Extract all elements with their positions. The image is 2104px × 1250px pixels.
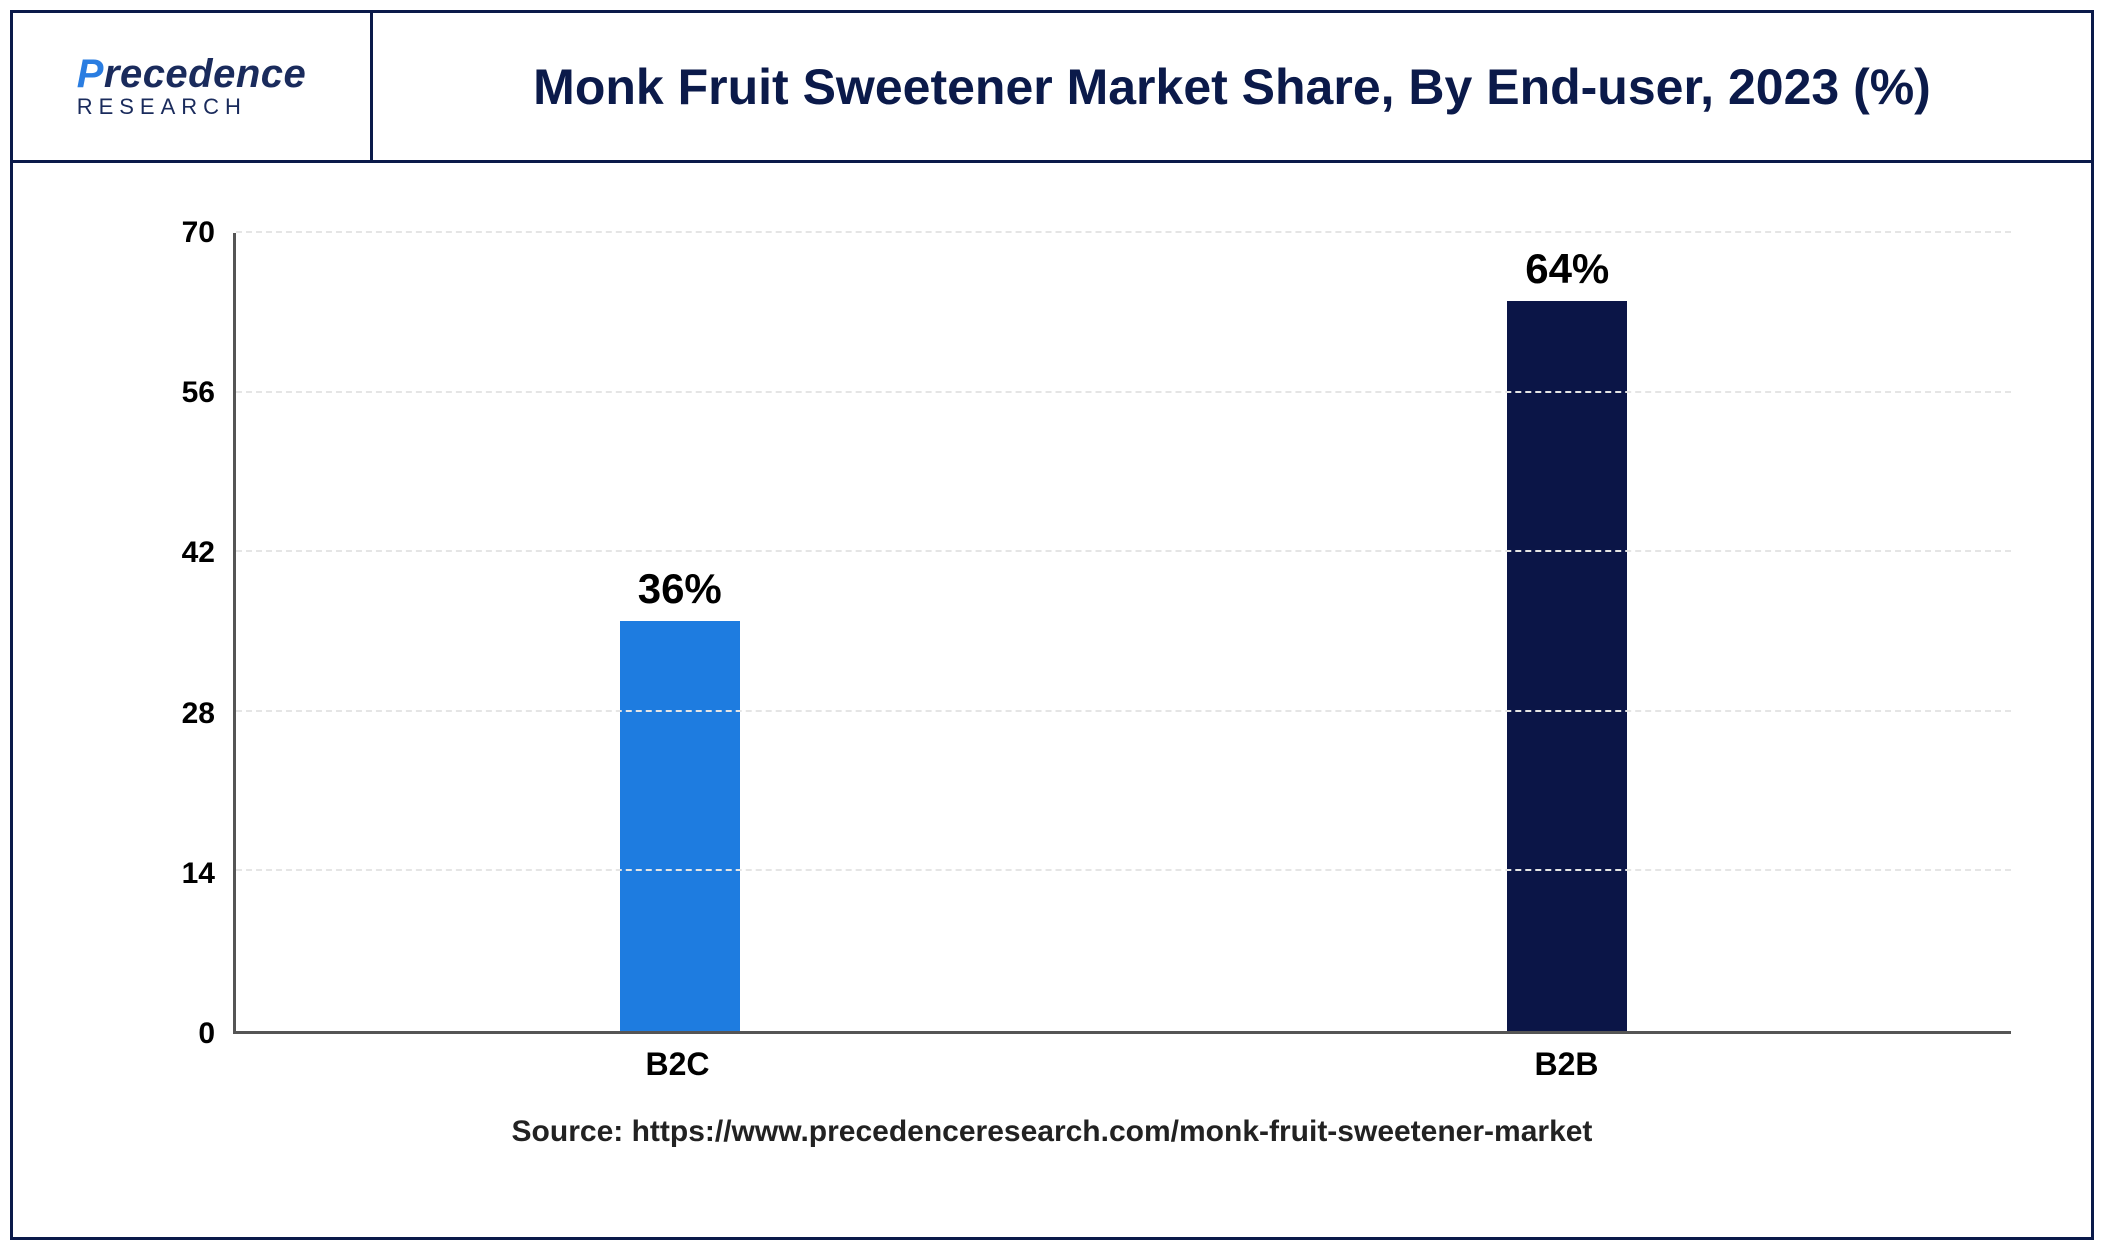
bars-container: 36% 64% [236,233,2011,1031]
logo-accent-letter: P [77,52,104,96]
source-text: Source: https://www.precedenceresearch.c… [93,1083,2011,1177]
y-tick: 0 [198,1017,215,1051]
bar-slot: 36% [236,233,1124,1031]
grid-line [236,231,2011,233]
grid-line [236,550,2011,552]
logo-cell: Precedence RESEARCH [13,13,373,160]
logo-line2: RESEARCH [77,94,307,120]
logo-line1: Precedence [77,54,307,94]
x-tick: B2C [233,1034,1122,1083]
bar-value-label: 36% [638,565,722,613]
chart-frame: Precedence RESEARCH Monk Fruit Sweetener… [10,10,2094,1240]
bar [620,621,740,1031]
y-tick: 42 [182,536,215,570]
grid-line [236,869,2011,871]
bar-value-label: 64% [1525,245,1609,293]
logo: Precedence RESEARCH [77,54,307,120]
title-cell: Monk Fruit Sweetener Market Share, By En… [373,58,2091,116]
grid-line [236,391,2011,393]
x-tick: B2B [1122,1034,2011,1083]
y-tick: 70 [182,216,215,250]
grid-line [236,710,2011,712]
plot-area: 36% 64% [233,233,2011,1034]
plot-row: 01428425670 36%64% [93,233,2011,1034]
bar-slot: 64% [1124,233,2012,1031]
chart-title: Monk Fruit Sweetener Market Share, By En… [393,58,2071,116]
y-tick: 14 [182,857,215,891]
y-tick: 56 [182,376,215,410]
bar [1507,301,1627,1031]
y-axis: 01428425670 [93,233,233,1034]
x-axis: B2CB2B [233,1034,2011,1083]
header-row: Precedence RESEARCH Monk Fruit Sweetener… [13,13,2091,163]
logo-rest: recedence [104,52,306,96]
y-tick: 28 [182,697,215,731]
chart-body: 0 14 28 42 56 70 36% 64% B2CB2B Source: https:… [13,163,2091,1237]
